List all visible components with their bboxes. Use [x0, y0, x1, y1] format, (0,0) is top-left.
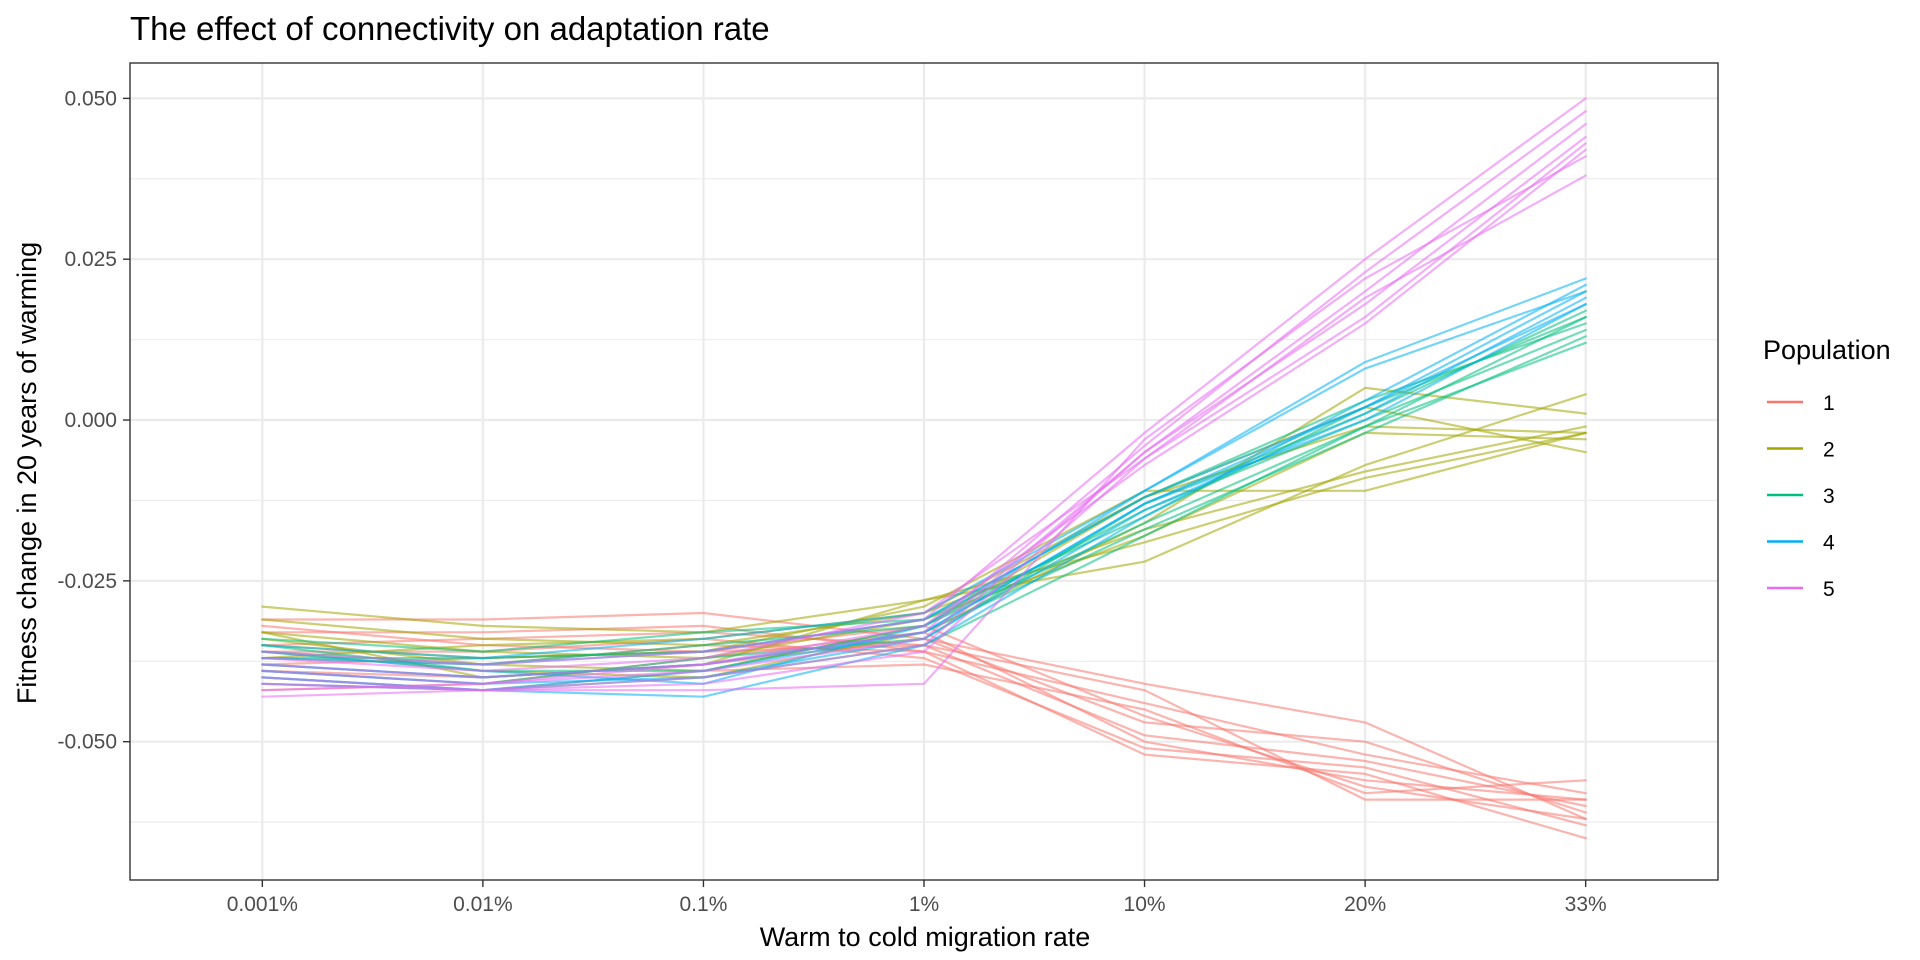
- grid: [130, 63, 1718, 880]
- legend-label-1: 1: [1823, 392, 1835, 415]
- legend-items: 1 2 3 4 5: [1767, 392, 1835, 601]
- series-line-pop-5-rep-7: [261, 155, 1587, 698]
- axes: 0.050 0.025 0.000 -0.025 -0.050 0.001% 0.01% 0.…: [57, 87, 1606, 916]
- chart-title: The effect of connectivity on adaptation…: [130, 10, 770, 47]
- x-tick-label: 0.01%: [453, 893, 513, 916]
- x-tick-label: 0.001%: [227, 893, 298, 916]
- x-axis-title: Warm to cold migration rate: [760, 922, 1091, 952]
- x-tick-label: 1%: [909, 893, 939, 916]
- y-tick-label: 0.025: [64, 248, 117, 271]
- legend: Population 1 2 3 4 5: [1763, 335, 1891, 601]
- y-tick-label: 0.050: [64, 87, 117, 110]
- plot-lines: [261, 97, 1587, 840]
- series-line-pop-5-rep-8: [261, 174, 1587, 673]
- y-axis-title: Fitness change in 20 years of warming: [12, 242, 42, 704]
- x-tick-label: 0.1%: [680, 893, 728, 916]
- series-line-pop-5-rep-6: [261, 148, 1587, 692]
- series-line-pop-5-rep-1: [261, 97, 1587, 666]
- x-tick-label: 10%: [1124, 893, 1166, 916]
- x-tick-label: 20%: [1344, 893, 1386, 916]
- legend-label-3: 3: [1823, 485, 1835, 508]
- legend-title: Population: [1763, 335, 1891, 365]
- legend-label-4: 4: [1823, 532, 1835, 555]
- y-tick-label: -0.050: [57, 731, 117, 754]
- x-tick-label: 33%: [1565, 893, 1607, 916]
- legend-label-5: 5: [1823, 578, 1835, 601]
- y-tick-label: 0.000: [64, 409, 117, 432]
- series-line-pop-5-rep-2: [261, 110, 1587, 679]
- y-tick-label: -0.025: [57, 570, 117, 593]
- legend-label-2: 2: [1823, 439, 1835, 462]
